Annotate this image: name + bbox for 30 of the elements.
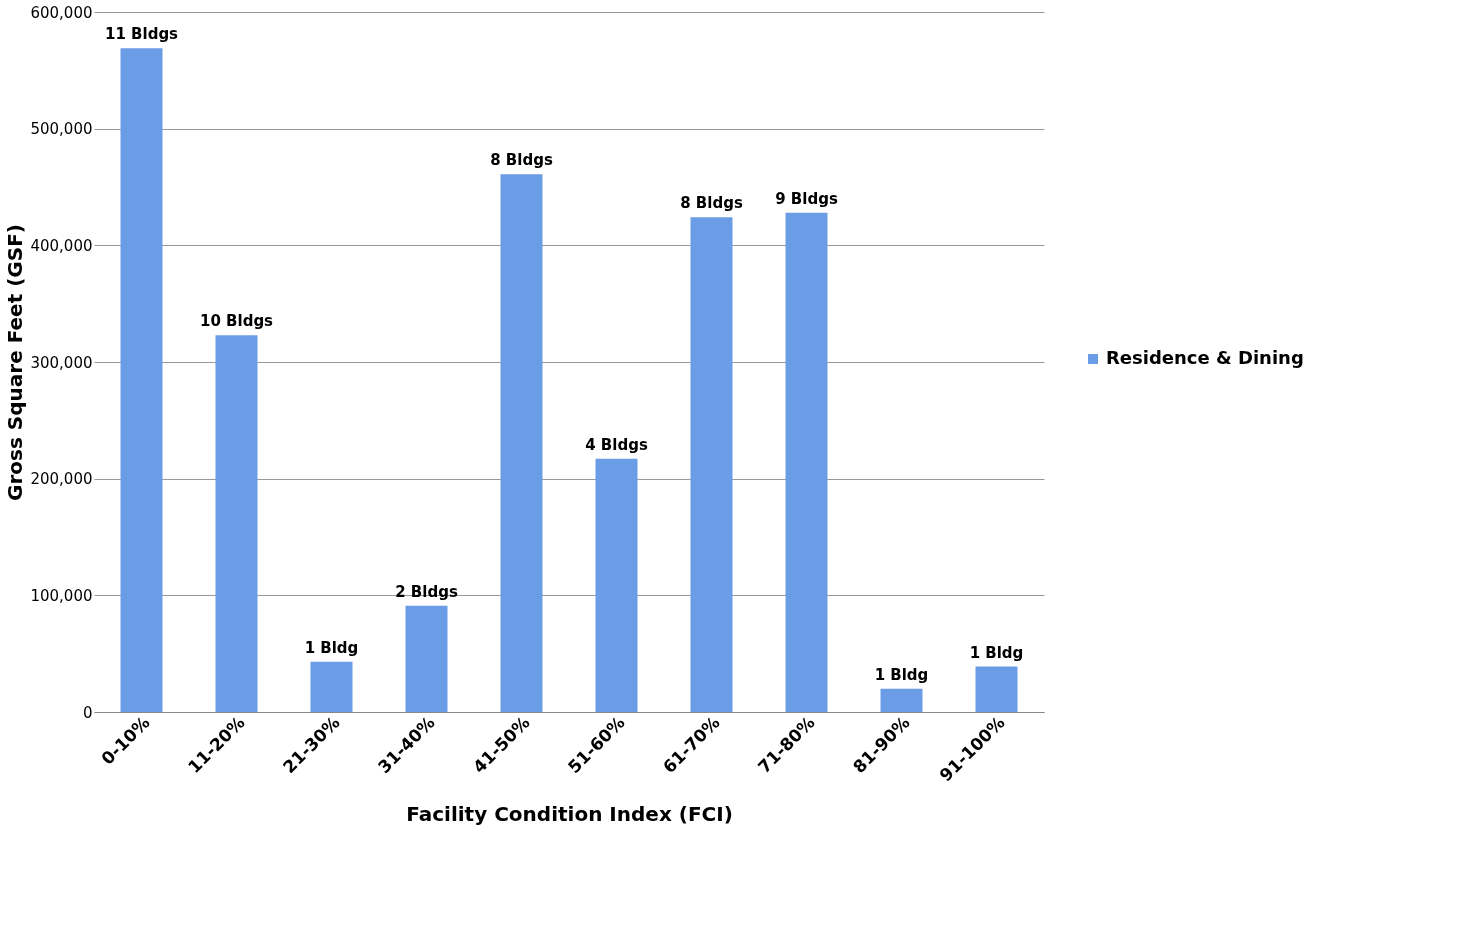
y-tick-label: 400,000 (30, 236, 93, 255)
x-axis-title: Facility Condition Index (FCI) (406, 801, 733, 826)
y-tick-label: 500,000 (30, 120, 93, 139)
y-tick-label: 200,000 (30, 470, 93, 489)
y-tick-label: 300,000 (30, 353, 93, 372)
bar (405, 605, 448, 712)
bar (120, 48, 163, 712)
bar (595, 458, 638, 712)
annotation: 2 Bldgs (395, 582, 458, 601)
annotation: 8 Bldgs (680, 194, 743, 213)
y-tick-label: 100,000 (30, 586, 93, 605)
bar (785, 212, 828, 712)
annotation: 1 Bldg (874, 665, 929, 684)
y-axis-title: Gross Square Feet (GSF) (3, 224, 28, 501)
annotation: 11 Bldgs (104, 25, 179, 44)
annotation: 1 Bldg (969, 643, 1024, 662)
bar (690, 217, 733, 712)
annotation: 8 Bldgs (490, 151, 553, 170)
annotation: 9 Bldgs (775, 189, 838, 208)
annotation: 10 Bldgs (199, 312, 274, 331)
bar (310, 661, 353, 712)
bar (500, 174, 543, 712)
bar (880, 688, 923, 712)
y-tick-label: 600,000 (30, 3, 93, 22)
legend-label: Residence & Dining (1106, 347, 1304, 368)
bar (215, 335, 258, 712)
annotation: 1 Bldg (304, 638, 359, 657)
annotation: 4 Bldgs (585, 435, 648, 454)
bar (975, 666, 1018, 712)
y-tick-label: 0 (82, 703, 93, 722)
